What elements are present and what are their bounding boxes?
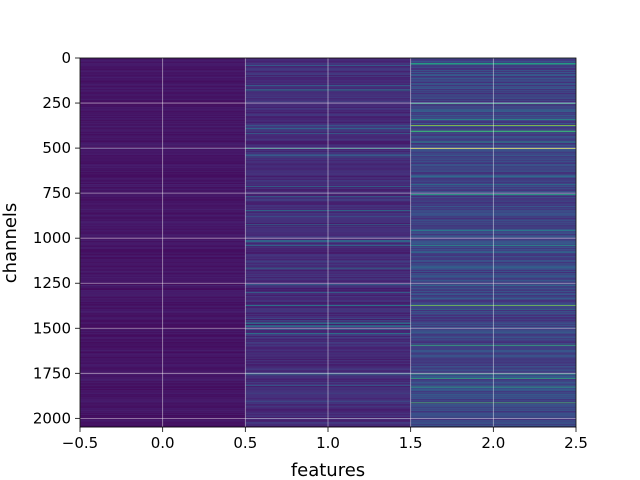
y-tick-label: 500	[42, 139, 71, 157]
x-tick-label: 2.0	[481, 434, 505, 452]
y-tick-label: 750	[42, 184, 71, 202]
y-tick-label: 2000	[33, 409, 71, 427]
y-tick-label: 1000	[33, 229, 71, 247]
x-axis-label: features	[291, 460, 365, 480]
y-tick-label: 1750	[33, 364, 71, 382]
x-tick-label: 1.0	[316, 434, 340, 452]
x-axis: −0.5 0.0 0.5 1.0 1.5 2.0 2.5	[62, 427, 588, 452]
grid-lines	[79, 57, 577, 428]
x-tick-label: 1.5	[399, 434, 423, 452]
y-axis: 0 250 500 750 1000 1250 1500 1750 2000	[33, 49, 80, 427]
y-tick-label: 250	[42, 94, 71, 112]
x-tick-label: 2.5	[564, 434, 588, 452]
y-axis-label: channels	[0, 203, 21, 284]
x-tick-label: −0.5	[62, 434, 98, 452]
x-tick-label: 0.0	[151, 434, 175, 452]
y-tick-label: 1500	[33, 319, 71, 337]
y-tick-label: 1250	[33, 274, 71, 292]
x-tick-label: 0.5	[233, 434, 257, 452]
y-tick-label: 0	[61, 49, 71, 67]
